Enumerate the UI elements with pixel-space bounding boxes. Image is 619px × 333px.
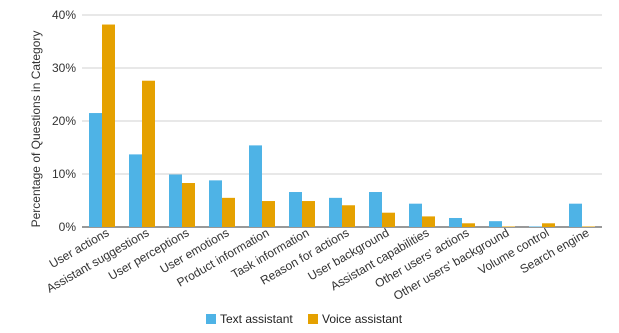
bar	[209, 180, 222, 227]
bar	[409, 203, 422, 227]
legend-swatch	[206, 314, 216, 324]
legend-label: Voice assistant	[322, 312, 403, 326]
bar	[462, 223, 475, 227]
bar	[369, 192, 382, 227]
gridlines	[82, 14, 602, 228]
y-tick-label: 40%	[52, 8, 76, 22]
bar	[262, 201, 275, 227]
bar	[582, 226, 595, 227]
bar	[422, 216, 435, 227]
bar	[529, 226, 542, 227]
bar	[89, 113, 102, 227]
y-tick-label: 30%	[52, 61, 76, 75]
legend: Text assistant Voice assistant	[206, 312, 403, 326]
bar	[489, 221, 502, 227]
bar	[129, 154, 142, 227]
bar	[449, 217, 462, 227]
legend-swatch	[308, 314, 318, 324]
bar	[169, 174, 182, 227]
y-tick-label: 20%	[52, 114, 76, 128]
bar	[102, 24, 115, 228]
bar	[502, 226, 515, 227]
bar	[302, 201, 315, 227]
bar	[222, 197, 235, 227]
bar	[249, 145, 262, 227]
bar	[289, 192, 302, 227]
y-axis-ticks: 0% 10% 20% 30% 40%	[52, 8, 76, 234]
bar	[542, 223, 555, 227]
y-tick-label: 0%	[59, 220, 77, 234]
bar	[342, 205, 355, 227]
bars	[89, 24, 595, 228]
y-axis-label: Percentage of Questions in Category	[29, 31, 43, 228]
bar	[182, 183, 195, 227]
bar	[142, 80, 155, 227]
y-tick-label: 10%	[52, 167, 76, 181]
legend-label: Text assistant	[220, 312, 293, 326]
bar	[569, 203, 582, 227]
bar	[329, 197, 342, 227]
bar	[382, 212, 395, 227]
